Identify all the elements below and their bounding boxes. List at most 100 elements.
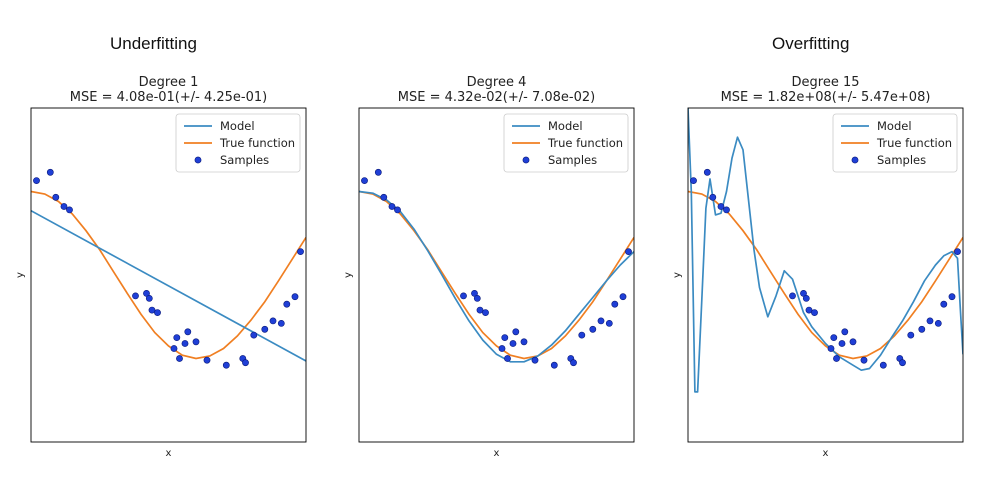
sample-point bbox=[66, 206, 73, 214]
sample-point bbox=[717, 203, 725, 210]
chart-subtitle: MSE = 4.32e-02(+/- 7.08e-02) bbox=[398, 90, 595, 105]
plot-area bbox=[359, 168, 634, 369]
sample-point bbox=[833, 355, 840, 362]
sample-point bbox=[703, 168, 711, 176]
sample-point bbox=[838, 340, 846, 347]
legend-samples-swatch bbox=[851, 156, 859, 164]
overfitting-heading: Overfitting bbox=[772, 34, 850, 53]
sample-point bbox=[192, 338, 200, 346]
underfitting-heading: Underfitting bbox=[110, 34, 197, 53]
axes-frame bbox=[30, 107, 307, 443]
sample-point bbox=[860, 356, 868, 364]
sample-point bbox=[934, 319, 942, 327]
chart-subtitle: MSE = 1.82e+08(+/- 5.47e+08) bbox=[721, 90, 931, 105]
sample-point bbox=[181, 340, 189, 347]
legend-box bbox=[175, 113, 301, 173]
sample-point bbox=[625, 248, 632, 255]
sample-point bbox=[269, 317, 277, 325]
y-axis-label: y bbox=[15, 272, 26, 278]
model-line bbox=[359, 190, 634, 363]
sample-point bbox=[60, 203, 68, 210]
sample-point bbox=[550, 361, 558, 369]
sample-point bbox=[827, 345, 835, 352]
plot-area bbox=[31, 168, 306, 369]
x-axis-label: x bbox=[823, 448, 829, 459]
sample-point bbox=[482, 309, 489, 316]
chart-title: Degree 1 bbox=[139, 75, 199, 90]
true-function-line bbox=[688, 190, 963, 360]
sample-point bbox=[830, 334, 838, 341]
sample-point bbox=[261, 325, 269, 333]
legend-samples-label: Samples bbox=[877, 153, 926, 167]
sample-point bbox=[512, 328, 520, 336]
sample-point bbox=[132, 292, 139, 300]
sample-point bbox=[203, 356, 211, 364]
legend-true-function-label: True function bbox=[876, 136, 952, 150]
sample-point bbox=[52, 193, 60, 201]
sample-point bbox=[926, 317, 934, 325]
sample-point bbox=[250, 331, 258, 339]
sample-point bbox=[498, 345, 506, 352]
sample-point bbox=[388, 203, 396, 210]
y-axis-label: y bbox=[343, 272, 354, 278]
sample-point bbox=[509, 340, 517, 347]
sample-point bbox=[473, 294, 481, 302]
sample-point bbox=[879, 361, 887, 369]
legend: Model True function Samples bbox=[503, 113, 629, 173]
sample-point bbox=[184, 328, 192, 336]
sample-point bbox=[145, 294, 153, 302]
sample-point bbox=[605, 319, 613, 327]
legend-model-label: Model bbox=[877, 119, 912, 133]
sample-point bbox=[723, 206, 730, 214]
sample-point bbox=[589, 325, 597, 333]
sample-point bbox=[954, 248, 961, 255]
sample-point bbox=[361, 177, 368, 184]
sample-point bbox=[176, 355, 183, 362]
chart-subtitle: MSE = 4.08e-01(+/- 4.25e-01) bbox=[70, 90, 267, 105]
sample-point bbox=[619, 293, 627, 301]
chart-title: Degree 4 bbox=[467, 75, 527, 90]
x-axis-label: x bbox=[494, 448, 500, 459]
legend-samples-swatch bbox=[522, 156, 530, 164]
sample-point bbox=[690, 177, 697, 184]
sample-point bbox=[907, 331, 915, 339]
sample-point bbox=[283, 300, 291, 308]
sample-point bbox=[811, 309, 818, 316]
sample-point bbox=[805, 306, 813, 314]
sample-point bbox=[841, 328, 849, 336]
sample-point bbox=[570, 359, 577, 367]
legend-samples-swatch bbox=[194, 156, 202, 164]
sample-point bbox=[789, 292, 796, 300]
sample-point bbox=[476, 306, 484, 314]
sample-point bbox=[918, 325, 926, 333]
y-axis-label: y bbox=[672, 272, 683, 278]
sample-point bbox=[504, 355, 511, 362]
true-function-line bbox=[359, 190, 634, 360]
sample-point bbox=[148, 306, 156, 314]
sample-point bbox=[291, 293, 299, 301]
sample-point bbox=[501, 334, 509, 341]
sample-point bbox=[222, 361, 230, 369]
axes-frame bbox=[358, 107, 635, 443]
sample-point bbox=[520, 338, 528, 346]
sample-point bbox=[948, 293, 956, 301]
legend-samples-label: Samples bbox=[220, 153, 269, 167]
legend-true-function-label: True function bbox=[219, 136, 295, 150]
sample-point bbox=[611, 300, 619, 308]
x-axis-label: x bbox=[166, 448, 172, 459]
sample-point bbox=[460, 292, 467, 300]
legend-box bbox=[832, 113, 958, 173]
legend-model-label: Model bbox=[548, 119, 583, 133]
legend-box bbox=[503, 113, 629, 173]
sample-point bbox=[277, 319, 285, 327]
sample-point bbox=[33, 177, 40, 184]
sample-point bbox=[394, 206, 401, 214]
sample-point bbox=[242, 359, 249, 367]
sample-point bbox=[849, 338, 857, 346]
sample-point bbox=[173, 334, 181, 341]
sample-point bbox=[170, 345, 178, 352]
sample-point bbox=[380, 193, 388, 201]
